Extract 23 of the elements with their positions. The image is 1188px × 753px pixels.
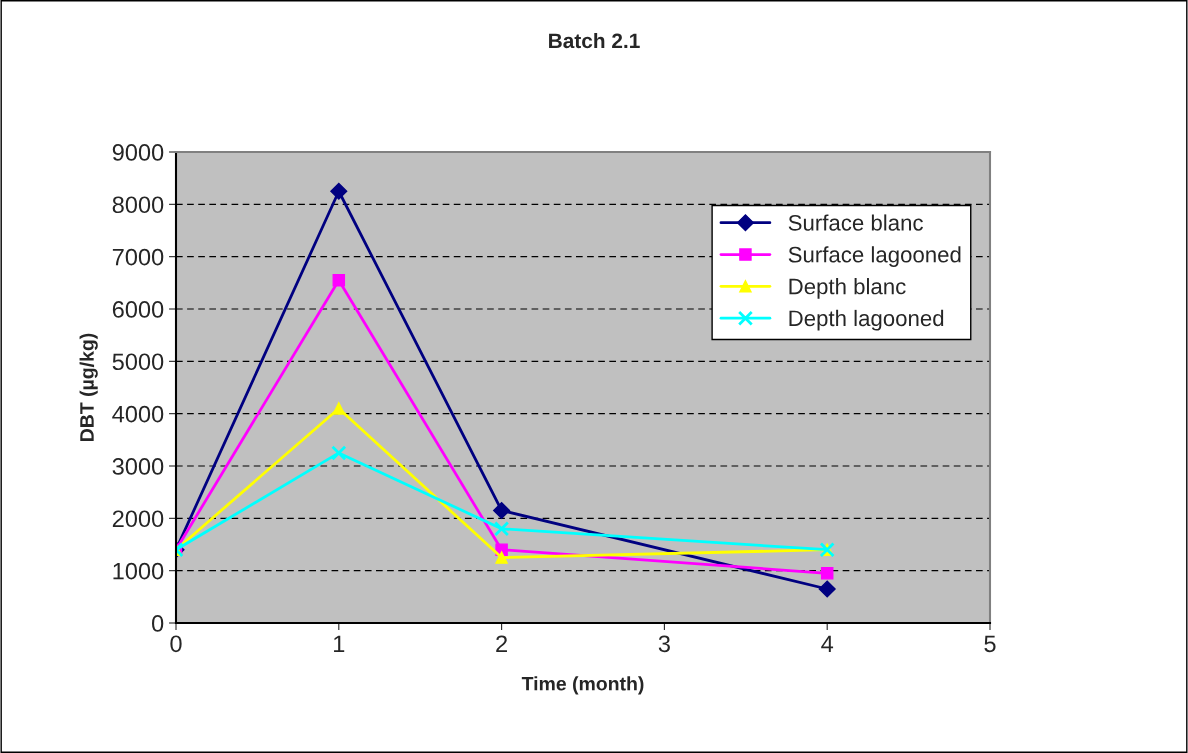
y-tick-label: 7000	[112, 248, 164, 266]
x-tick-label: 4	[821, 635, 834, 652]
y-tick-label: 0	[151, 615, 164, 632]
y-tick-label: 9000	[112, 144, 164, 161]
y-tick-label: 5000	[112, 353, 164, 371]
chart-title: Batch 2.1	[549, 32, 640, 49]
legend-label: Depth blanc	[789, 278, 906, 299]
legend-label: Surface blanc	[788, 214, 923, 231]
y-tick-label: 3000	[112, 458, 164, 475]
y-axis-title: DBT (µg/kg)	[79, 333, 98, 441]
y-tick-label: 6000	[112, 301, 164, 318]
y-tick-label: 2000	[112, 510, 164, 528]
x-tick-label: 3	[658, 635, 670, 653]
x-tick-label: 2	[496, 635, 507, 652]
legend-label: Depth lagooned	[789, 309, 944, 331]
y-tick-label: 1000	[113, 562, 164, 580]
x-axis-title: Time (month)	[521, 676, 644, 695]
x-tick-label: 0	[170, 635, 182, 653]
x-tick-label: 5	[984, 635, 996, 653]
legend-label: Surface lagooned	[788, 246, 961, 267]
x-tick-label: 1	[334, 635, 345, 652]
y-tick-label: 4000	[112, 405, 164, 423]
y-tick-label: 8000	[112, 196, 164, 214]
